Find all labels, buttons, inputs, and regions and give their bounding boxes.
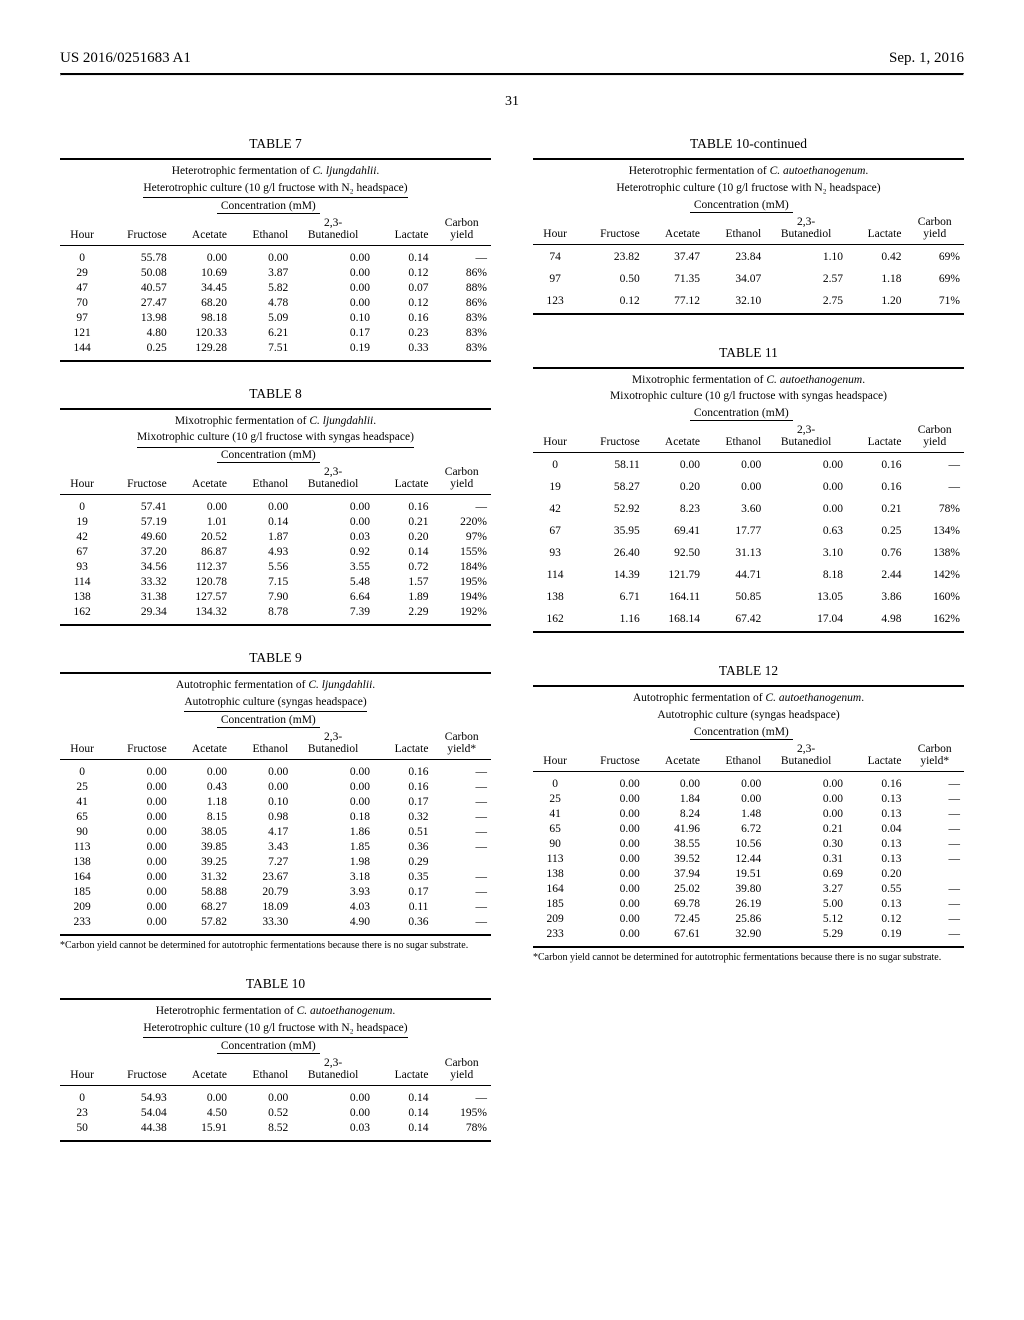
page-number: 31 (60, 94, 964, 110)
data-table: Concentration (mM)HourFructoseAcetateEth… (60, 198, 491, 362)
table-row: 2090.0072.4525.865.120.12— (533, 911, 964, 926)
table-row: 1958.270.200.000.000.16— (533, 476, 964, 498)
table-row: 6735.9569.4117.770.630.25134% (533, 520, 964, 542)
table-row: 9713.9898.185.090.100.1683% (60, 310, 491, 325)
table-title: TABLE 9 (60, 650, 491, 666)
table-row: 1640.0031.3223.673.180.35— (60, 869, 491, 884)
table-row: 054.930.000.000.000.14— (60, 1085, 491, 1105)
table-row: 16229.34134.328.787.392.29192% (60, 605, 491, 626)
header-row: US 2016/0251683 A1 Sep. 1, 2016 (60, 50, 964, 67)
table-row: 5044.3815.918.520.030.1478% (60, 1120, 491, 1141)
table-row: 057.410.000.000.000.16— (60, 495, 491, 515)
table-caption: Mixotrophic fermentation of C. ljungdahl… (60, 408, 491, 448)
table-row: 900.0038.5510.560.300.13— (533, 836, 964, 851)
data-table: Concentration (mM)HourFructoseAcetateEth… (533, 197, 964, 315)
header-rule (60, 73, 964, 76)
table-row: 250.001.840.000.000.13— (533, 791, 964, 806)
table-row: 1440.25129.287.510.190.3383% (60, 340, 491, 361)
table-row: 2354.044.500.520.000.14195% (60, 1105, 491, 1120)
table-caption: Mixotrophic fermentation of C. autoethan… (533, 367, 964, 406)
table-row: 1621.16168.1467.4217.044.98162% (533, 608, 964, 632)
table-row: 1130.0039.5212.440.310.13— (533, 851, 964, 866)
table-title: TABLE 12 (533, 663, 964, 679)
table-caption: Heterotrophic fermentation of C. autoeth… (533, 158, 964, 197)
table-row: 058.110.000.000.000.16— (533, 453, 964, 477)
table-11: TABLE 11 Mixotrophic fermentation of C. a… (533, 345, 964, 634)
left-column: TABLE 7 Heterotrophic fermentation of C. … (60, 136, 491, 1166)
table-row: 11414.39121.7944.718.182.44142% (533, 564, 964, 586)
data-table: Concentration (mM)HourFructoseAcetateEth… (533, 406, 964, 634)
table-row: 6737.2086.874.930.920.14155% (60, 545, 491, 560)
table-caption: Autotrophic fermentation of C. autoethan… (533, 685, 964, 724)
table-row: 7027.4768.204.780.000.1286% (60, 295, 491, 310)
table-row: 900.0038.054.171.860.51— (60, 824, 491, 839)
publication-number: US 2016/0251683 A1 (60, 50, 191, 67)
table-row: 2090.0068.2718.094.030.11— (60, 899, 491, 914)
data-table: Concentration (mM)HourFructoseAcetateEth… (533, 724, 964, 948)
table-row: 1850.0069.7826.195.000.13— (533, 896, 964, 911)
table-row: 250.000.430.000.000.16— (60, 779, 491, 794)
table-footnote: *Carbon yield cannot be determined for a… (533, 952, 964, 965)
table-row: 650.0041.966.720.210.04— (533, 821, 964, 836)
table-caption: Autotrophic fermentation of C. ljungdahl… (60, 672, 491, 712)
table-caption: Heterotrophic fermentation of C. autoeth… (60, 998, 491, 1038)
table-title: TABLE 10 (60, 976, 491, 992)
table-row: 1214.80120.336.210.170.2383% (60, 325, 491, 340)
table-title: TABLE 7 (60, 136, 491, 152)
table-row: 1850.0058.8820.793.930.17— (60, 884, 491, 899)
table-row: 055.780.000.000.000.14— (60, 245, 491, 265)
table-row: 13831.38127.577.906.641.89194% (60, 590, 491, 605)
table-row: 2330.0057.8233.304.900.36— (60, 914, 491, 935)
table-row: 1230.1277.1232.102.751.2071% (533, 290, 964, 314)
right-column: TABLE 10-continued Heterotrophic fermenta… (533, 136, 964, 1166)
data-table: Concentration (mM)HourFructoseAcetateEth… (60, 712, 491, 936)
table-row: 1640.0025.0239.803.270.55— (533, 881, 964, 896)
table-row: 410.008.241.480.000.13— (533, 806, 964, 821)
publication-date: Sep. 1, 2016 (889, 50, 964, 67)
table-caption: Heterotrophic fermentation of C. ljungda… (60, 158, 491, 198)
data-table: Concentration (mM)HourFructoseAcetateEth… (60, 1038, 491, 1142)
table-row: 9326.4092.5031.133.100.76138% (533, 542, 964, 564)
table-row: 11433.32120.787.155.481.57195% (60, 575, 491, 590)
page: US 2016/0251683 A1 Sep. 1, 2016 31 TABLE… (0, 0, 1024, 1206)
table-row: 1380.0037.9419.510.690.20 (533, 866, 964, 881)
table-9: TABLE 9 Autotrophic fermentation of C. lj… (60, 650, 491, 952)
table-row: 410.001.180.100.000.17— (60, 794, 491, 809)
table-10: TABLE 10 Heterotrophic fermentation of C.… (60, 976, 491, 1142)
table-title: TABLE 11 (533, 345, 964, 361)
table-row: 4249.6020.521.870.030.2097% (60, 530, 491, 545)
table-row: 1957.191.010.140.000.21220% (60, 515, 491, 530)
table-row: 00.000.000.000.000.16— (533, 771, 964, 791)
table-row: 1380.0039.257.271.980.29 (60, 854, 491, 869)
table-row: 1130.0039.853.431.850.36— (60, 839, 491, 854)
table-row: 00.000.000.000.000.16— (60, 759, 491, 779)
table-row: 4252.928.233.600.000.2178% (533, 498, 964, 520)
table-title: TABLE 10-continued (533, 136, 964, 152)
table-row: 9334.56112.375.563.550.72184% (60, 560, 491, 575)
table-row: 650.008.150.980.180.32— (60, 809, 491, 824)
table-row: 1386.71164.1150.8513.053.86160% (533, 586, 964, 608)
table-title: TABLE 8 (60, 386, 491, 402)
table-row: 2950.0810.693.870.000.1286% (60, 265, 491, 280)
table-row: 970.5071.3534.072.571.1869% (533, 268, 964, 290)
columns: TABLE 7 Heterotrophic fermentation of C. … (60, 136, 964, 1166)
table-row: 2330.0067.6132.905.290.19— (533, 926, 964, 947)
data-table: Concentration (mM)HourFructoseAcetateEth… (60, 448, 491, 627)
table-row: 7423.8237.4723.841.100.4269% (533, 244, 964, 268)
table-12: TABLE 12 Autotrophic fermentation of C. a… (533, 663, 964, 964)
table-7: TABLE 7 Heterotrophic fermentation of C. … (60, 136, 491, 362)
table-8: TABLE 8 Mixotrophic fermentation of C. lj… (60, 386, 491, 627)
table-10-continued: TABLE 10-continued Heterotrophic fermenta… (533, 136, 964, 315)
table-footnote: *Carbon yield cannot be determined for a… (60, 940, 491, 953)
table-row: 4740.5734.455.820.000.0788% (60, 280, 491, 295)
